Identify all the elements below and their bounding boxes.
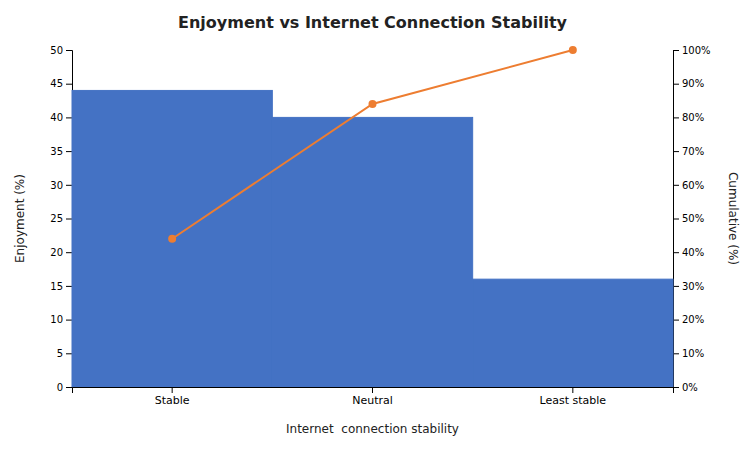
tick-mark [172, 387, 173, 393]
bar-series [72, 90, 673, 387]
tick: 15 [50, 281, 72, 292]
tick-label: 30% [682, 281, 704, 292]
tick-label: 0 [57, 382, 63, 393]
tick: 50 [50, 45, 72, 56]
y2-axis-label: Cumulative (%) [726, 172, 740, 265]
tick-label: 60% [682, 180, 704, 191]
tick: Neutral [352, 387, 393, 407]
axis-x: Stable Neutral Least stable [73, 387, 674, 407]
tick-mark [66, 252, 72, 253]
tick: 0 [57, 382, 72, 393]
tick-label: 80% [682, 112, 704, 123]
tick-label: 20 [50, 247, 63, 258]
tick-label: Stable [155, 394, 190, 407]
plot-area [72, 46, 673, 387]
tick-label: 10 [50, 314, 63, 325]
tick-label: 70% [682, 146, 704, 157]
tick-mark [66, 117, 72, 118]
tick-mark [673, 151, 679, 152]
y-axis-label: Enjoyment (%) [13, 174, 27, 263]
tick: 60% [673, 180, 704, 191]
axis-y2: 0% 10% 20% 30% 40% 50% 60% 70% 80% 90% 100% [673, 45, 711, 393]
marker [569, 46, 577, 54]
tick: 35 [50, 146, 72, 157]
tick: 40% [673, 247, 704, 258]
tick-label: 10% [682, 348, 704, 359]
tick-mark [66, 151, 72, 152]
tick: 100% [673, 45, 711, 56]
tick-label: 45 [50, 78, 63, 89]
tick-mark [66, 50, 72, 51]
tick-label: 25 [50, 213, 63, 224]
tick-label: Neutral [352, 394, 393, 407]
line-series [168, 46, 577, 243]
tick-label: 90% [682, 78, 704, 89]
tick-label: Least stable [540, 394, 607, 407]
tick: 50% [673, 213, 704, 224]
tick: 30 [50, 180, 72, 191]
tick-mark [66, 353, 72, 354]
tick: Stable [155, 387, 190, 407]
tick: 20 [50, 247, 72, 258]
tick-mark [66, 185, 72, 186]
tick: 90% [673, 78, 704, 89]
tick-mark [673, 353, 679, 354]
tick-mark [66, 219, 72, 220]
bar [272, 117, 472, 387]
tick-label: 50 [50, 45, 63, 56]
tick-label: 100% [682, 45, 711, 56]
x-axis-label: Internet connection stability [286, 422, 459, 436]
tick-mark [673, 286, 679, 287]
axis-line [674, 51, 680, 388]
tick-mark [673, 50, 679, 51]
tick: 45 [50, 78, 72, 89]
axis-y: 0 5 10 15 20 25 30 35 40 45 50 [50, 45, 72, 393]
tick-label: 20% [682, 314, 704, 325]
tick: Least stable [540, 387, 607, 407]
tick: 80% [673, 112, 704, 123]
tick-label: 40% [682, 247, 704, 258]
tick-mark [673, 84, 679, 85]
tick: 10% [673, 348, 704, 359]
tick-label: 0% [682, 382, 698, 393]
tick: 30% [673, 281, 704, 292]
tick-label: 5 [57, 348, 63, 359]
tick-mark [673, 320, 679, 321]
tick-mark [673, 185, 679, 186]
tick: 5 [57, 348, 72, 359]
tick-mark [66, 387, 72, 388]
tick-label: 30 [50, 180, 63, 191]
axis-line [73, 388, 674, 394]
tick-mark [673, 117, 679, 118]
tick-mark [66, 84, 72, 85]
tick-label: 50% [682, 213, 704, 224]
line [172, 50, 573, 239]
chart-svg: 0 5 10 15 20 25 30 35 40 45 50 0% 10% 20% 30% 40% 50% 60%… [0, 0, 751, 451]
bar [473, 279, 673, 387]
tick: 0% [673, 382, 698, 393]
tick-mark [66, 320, 72, 321]
tick-label: 40 [50, 112, 63, 123]
chart-container: 0 5 10 15 20 25 30 35 40 45 50 0% 10% 20% 30% 40% 50% 60%… [0, 0, 751, 451]
tick: 10 [50, 314, 72, 325]
marker [168, 235, 176, 243]
title: Enjoyment vs Internet Connection Stabili… [178, 13, 568, 32]
tick: 70% [673, 146, 704, 157]
tick-label: 35 [50, 146, 63, 157]
tick-mark [66, 286, 72, 287]
tick-mark [673, 252, 679, 253]
tick-mark [372, 387, 373, 393]
tick: 25 [50, 213, 72, 224]
tick: 40 [50, 112, 72, 123]
tick-label: 15 [50, 281, 63, 292]
tick: 20% [673, 314, 704, 325]
tick-mark [673, 219, 679, 220]
tick-mark [572, 387, 573, 393]
bar [72, 90, 272, 387]
marker [369, 100, 377, 108]
